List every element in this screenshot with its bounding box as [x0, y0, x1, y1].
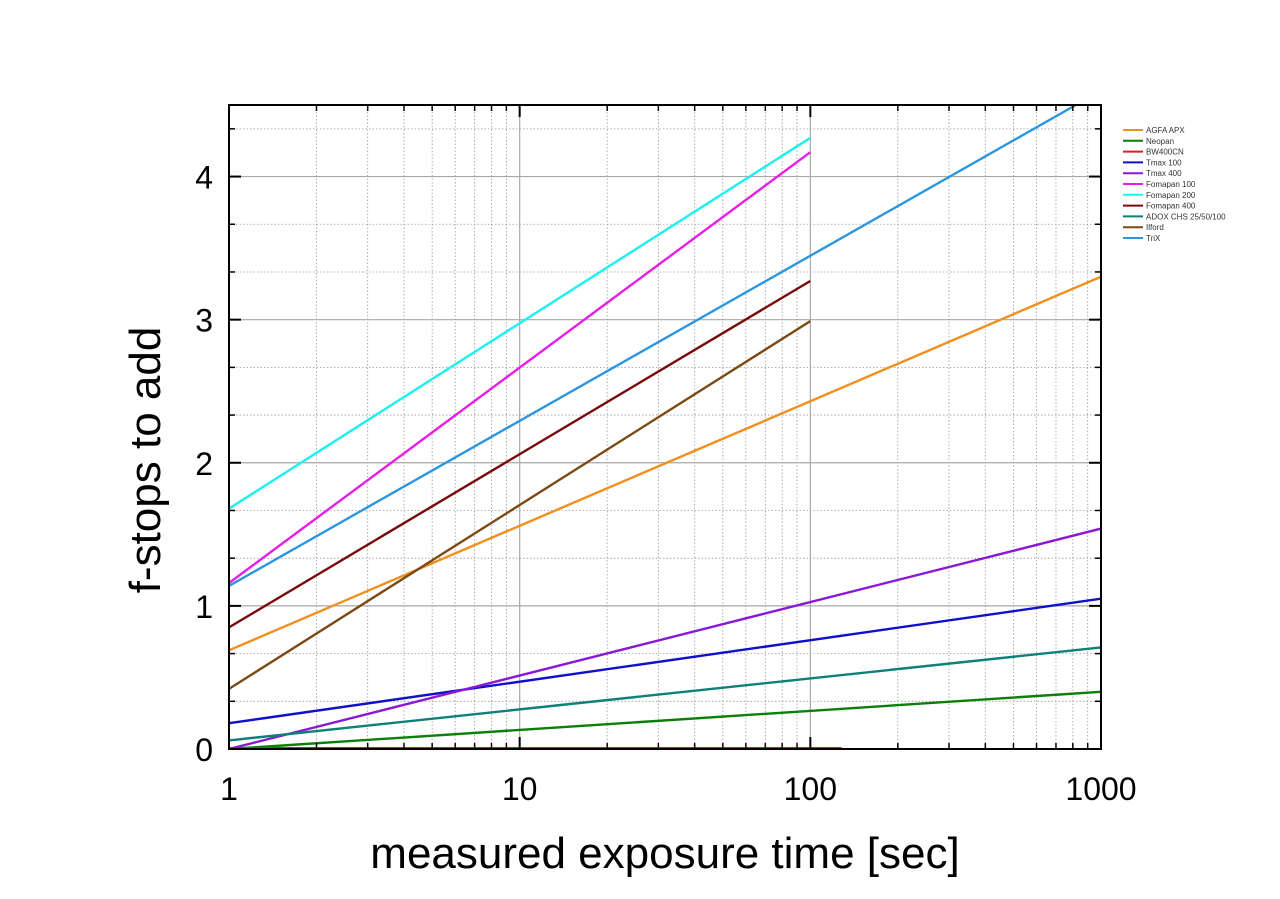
y-tick-labels: 0 1 2 3 4 [195, 160, 213, 768]
plot-frame [228, 104, 1102, 750]
series-line [229, 151, 812, 584]
series-line [229, 136, 811, 510]
legend-label: Fomapan 200 [1146, 191, 1196, 200]
series-line [229, 320, 811, 690]
legend-label: Fomapan 100 [1146, 180, 1196, 189]
legend-label: ADOX CHS 25/50/100 [1146, 212, 1226, 221]
y-tick-label: 4 [195, 160, 213, 196]
legend-label: Tmax 400 [1146, 169, 1182, 178]
plot-area [229, 105, 1101, 749]
x-tick-label: 10 [502, 771, 538, 807]
legend-label: Fomapan 400 [1146, 202, 1196, 211]
legend-label: Neopan [1146, 137, 1174, 146]
y-tick-label: 3 [195, 303, 213, 339]
x-axis-label: measured exposure time [sec] [370, 829, 959, 878]
axis-ticks [228, 105, 1102, 750]
legend-label: TriX [1146, 234, 1161, 243]
x-tick-label: 1000 [1065, 771, 1136, 807]
series-line [229, 527, 1101, 749]
series-line [229, 690, 1101, 749]
series-group [229, 105, 1101, 749]
series-line [229, 105, 1079, 587]
legend-label: AGFA APX [1146, 126, 1185, 135]
series-line [229, 597, 1101, 725]
series-line [229, 275, 1101, 652]
legend-label: Tmax 100 [1146, 158, 1182, 167]
y-tick-label: 1 [195, 589, 213, 625]
series-line [229, 279, 811, 629]
y-tick-label: 0 [195, 732, 213, 768]
legend-label: Ilford [1146, 223, 1164, 232]
x-tick-label: 100 [784, 771, 837, 807]
y-tick-label: 2 [195, 446, 213, 482]
minor-grid [229, 105, 1101, 749]
x-tick-label: 1 [220, 771, 238, 807]
legend-label: BW400CN [1146, 148, 1184, 157]
y-axis-label: f-stops to add [121, 327, 170, 594]
series-line [229, 646, 1101, 742]
x-tick-labels: 1 10 100 1000 [220, 771, 1136, 807]
